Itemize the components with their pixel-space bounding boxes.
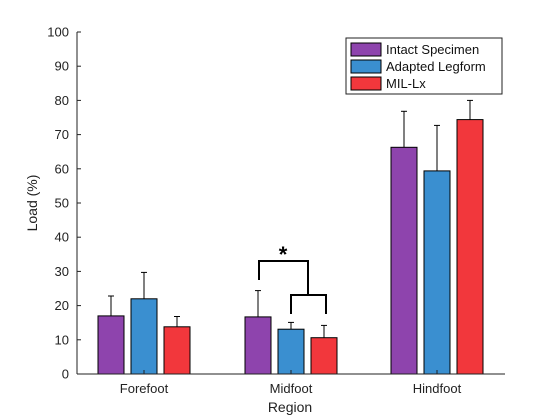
significance-bracket-inner xyxy=(290,294,327,314)
legend: Intact Specimen Adapted Legform MIL-Lx xyxy=(345,37,503,95)
bars-layer xyxy=(97,119,484,375)
significance-bracket-outer xyxy=(258,260,309,295)
bar-hindfoot-intact-specimen xyxy=(390,146,418,375)
legend-label-intact-specimen: Intact Specimen xyxy=(386,42,479,57)
bar-forefoot-mil-lx xyxy=(163,326,191,375)
bar-forefoot-adapted-legform xyxy=(130,298,158,375)
y-axis-title: Load (%) xyxy=(24,175,40,232)
legend-swatch-intact-specimen xyxy=(350,42,382,57)
legend-label-mil-lx: MIL-Lx xyxy=(386,76,426,91)
x-tick-label-midfoot: Midfoot xyxy=(270,381,313,396)
bar-midfoot-mil-lx xyxy=(310,337,338,375)
y-tick-label-80: 80 xyxy=(55,93,69,108)
y-tick-label-100: 100 xyxy=(47,25,69,40)
legend-label-adapted-legform: Adapted Legform xyxy=(386,59,486,74)
x-ticks-layer: Forefoot Midfoot Hindfoot xyxy=(120,370,462,396)
y-tick-label-10: 10 xyxy=(55,332,69,347)
bar-forefoot-intact-specimen xyxy=(97,315,125,375)
y-tick-label-70: 70 xyxy=(55,127,69,142)
y-tick-label-0: 0 xyxy=(62,367,69,382)
y-tick-label-90: 90 xyxy=(55,59,69,74)
x-tick-label-forefoot: Forefoot xyxy=(120,381,169,396)
bar-midfoot-intact-specimen xyxy=(244,316,272,375)
y-tick-label-30: 30 xyxy=(55,264,69,279)
y-ticks-layer: 0 10 20 30 40 50 60 70 80 90 100 xyxy=(47,25,81,382)
x-axis-title: Region xyxy=(268,399,312,415)
error-bars-layer xyxy=(108,99,473,338)
legend-swatch-mil-lx xyxy=(350,76,382,91)
bar-hindfoot-mil-lx xyxy=(456,119,484,375)
x-tick-label-hindfoot: Hindfoot xyxy=(413,381,462,396)
y-tick-label-50: 50 xyxy=(55,196,69,211)
y-tick-label-20: 20 xyxy=(55,298,69,313)
bar-midfoot-adapted-legform xyxy=(277,328,305,375)
y-tick-label-40: 40 xyxy=(55,230,69,245)
legend-swatch-adapted-legform xyxy=(350,59,382,74)
y-tick-label-60: 60 xyxy=(55,161,69,176)
significance-star: * xyxy=(279,242,288,267)
significance-layer: * xyxy=(258,242,327,314)
bar-hindfoot-adapted-legform xyxy=(423,170,451,375)
